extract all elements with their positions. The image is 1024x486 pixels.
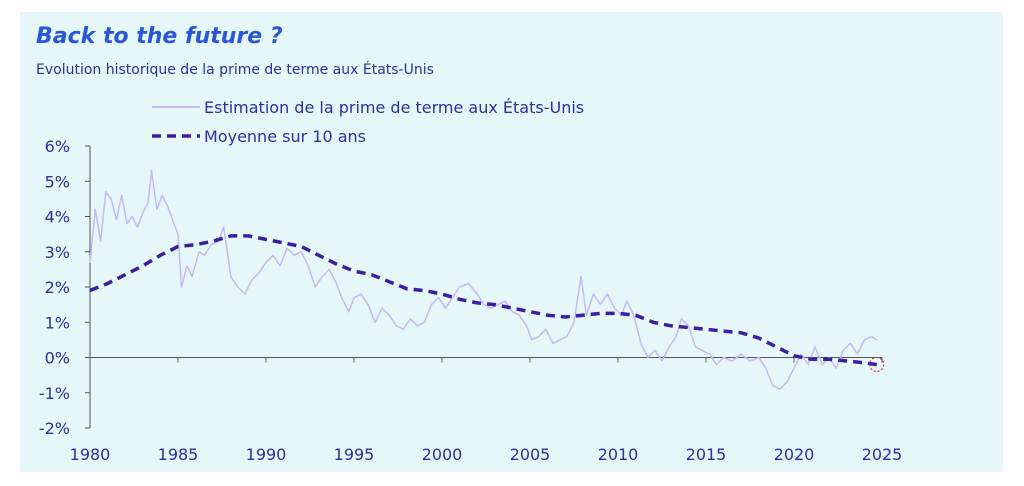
x-tick-label: 2000 (422, 445, 463, 464)
chart-axes: 6% 5% 4% 3% 2% 1% 0% -1% -2%1980 1985 1990 1995 2000… (39, 137, 903, 464)
y-tick-label: 1% (45, 313, 70, 332)
y-tick-label: 5% (45, 172, 70, 191)
y-tick-label: 0% (45, 349, 70, 368)
chart-legend: Estimation de la prime de terme aux État… (152, 98, 584, 146)
y-tick-label: 2% (45, 278, 70, 297)
endpoint-marker (869, 356, 885, 373)
chart-subtitle: Evolution historique de la prime de term… (36, 62, 434, 78)
x-tick-label: 2025 (862, 445, 903, 464)
x-tick-label: 1980 (70, 445, 111, 464)
x-tick-label: 2015 (686, 445, 727, 464)
y-tick-label: 4% (45, 208, 70, 227)
x-tick-label: 2020 (774, 445, 815, 464)
chart-card (20, 12, 1003, 472)
chart-series (89, 169, 885, 390)
x-tick-label: 1985 (158, 445, 199, 464)
x-tick-label: 2010 (598, 445, 639, 464)
average-series-line (89, 234, 877, 367)
chart-title: Back to the future ? (36, 24, 283, 49)
legend-label-estimate: Estimation de la prime de terme aux État… (204, 98, 584, 117)
estimate-series-line (89, 169, 878, 390)
x-tick-label: 2005 (510, 445, 551, 464)
legend-label-average: Moyenne sur 10 ans (204, 127, 366, 146)
y-tick-label: 3% (45, 243, 70, 262)
x-tick-label: 1995 (334, 445, 375, 464)
y-tick-label: -1% (39, 384, 70, 403)
x-tick-label: 1990 (246, 445, 287, 464)
y-tick-label: 6% (45, 137, 70, 156)
y-tick-label: -2% (39, 419, 70, 438)
